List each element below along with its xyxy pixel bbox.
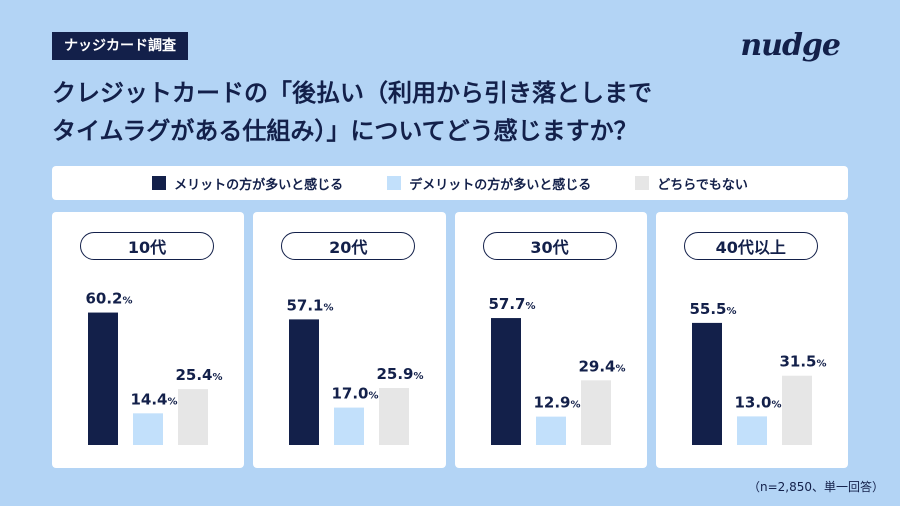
title-line-1: クレジットカードの「後払い（利用から引き落としまで bbox=[52, 79, 652, 107]
data-label-merit: 57.1% bbox=[287, 296, 334, 314]
data-label-neutral: 25.4% bbox=[175, 366, 222, 384]
legend-item-demerit: デメリットの方が多いと感じる bbox=[387, 174, 591, 193]
legend-label-demerit: デメリットの方が多いと感じる bbox=[409, 177, 592, 193]
group-label-40s-plus: 40代以上 bbox=[683, 232, 818, 260]
title-line-2: タイムラグがある仕組み）」についてどう感じますか？ bbox=[52, 117, 638, 145]
bar-neutral bbox=[781, 375, 812, 445]
legend-swatch-merit bbox=[152, 176, 167, 190]
legend-swatch-demerit bbox=[387, 176, 402, 190]
group-label-10s: 10代 bbox=[80, 232, 214, 260]
data-label-neutral: 31.5% bbox=[779, 353, 826, 371]
bar-demerit bbox=[535, 416, 566, 445]
data-label-neutral: 29.4% bbox=[578, 357, 625, 375]
nudge-logo: nudge bbox=[740, 28, 841, 63]
bars-20s: 57.1% 17.0% 25.9% bbox=[287, 296, 424, 445]
bars-40s-plus: 55.5% 13.0% 31.5% bbox=[689, 300, 826, 445]
bar-demerit bbox=[334, 407, 365, 445]
group-label-20s: 20代 bbox=[281, 232, 416, 260]
panel-30s: 30代 57.7% 12.9% 29.4% bbox=[454, 212, 647, 468]
footnote: （n=2,850、単一回答） bbox=[747, 480, 884, 494]
bars-10s: 60.2% 14.4% 25.4% bbox=[85, 290, 223, 445]
data-label-demerit: 14.4% bbox=[130, 390, 177, 408]
bar-merit bbox=[490, 318, 521, 445]
data-label-demerit: 17.0% bbox=[332, 385, 379, 403]
legend-item-neutral: どちらでもない bbox=[635, 174, 748, 193]
bars-30s: 57.7% 12.9% 29.4% bbox=[488, 295, 625, 445]
bar-merit bbox=[88, 312, 118, 445]
chart-panels: 10代 60.2% 14.4% 25.4% 20代 57.1% 17.0% 25.9% … bbox=[52, 212, 848, 468]
bar-demerit bbox=[736, 416, 767, 445]
chart-title: クレジットカードの「後払い（利用から引き落としまで タイムラグがある仕組み）」に… bbox=[52, 74, 812, 150]
survey-tag: ナッジカード調査 bbox=[52, 32, 188, 60]
group-label-30s: 30代 bbox=[482, 232, 617, 260]
panel-10s: 10代 60.2% 14.4% 25.4% bbox=[52, 212, 245, 468]
data-label-merit: 55.5% bbox=[689, 300, 736, 318]
bar-neutral bbox=[379, 388, 410, 445]
panel-20s: 20代 57.1% 17.0% 25.9% bbox=[253, 212, 446, 468]
legend-label-neutral: どちらでもない bbox=[657, 177, 748, 193]
bar-demerit bbox=[133, 413, 163, 445]
bar-neutral bbox=[580, 380, 611, 445]
bar-merit bbox=[691, 322, 722, 445]
data-label-demerit: 12.9% bbox=[533, 394, 580, 412]
data-label-neutral: 25.9% bbox=[377, 365, 424, 383]
data-label-merit: 57.7% bbox=[488, 295, 535, 313]
legend: メリットの方が多いと感じる デメリットの方が多いと感じる どちらでもない bbox=[52, 166, 848, 200]
legend-swatch-neutral bbox=[635, 176, 650, 190]
data-label-merit: 60.2% bbox=[85, 290, 132, 308]
bar-neutral bbox=[178, 389, 208, 445]
panel-40s-plus: 40代以上 55.5% 13.0% 31.5% bbox=[655, 212, 848, 468]
bar-merit bbox=[289, 319, 320, 445]
legend-label-merit: メリットの方が多いと感じる bbox=[174, 177, 344, 193]
legend-item-merit: メリットの方が多いと感じる bbox=[152, 174, 343, 193]
data-label-demerit: 13.0% bbox=[734, 393, 781, 411]
